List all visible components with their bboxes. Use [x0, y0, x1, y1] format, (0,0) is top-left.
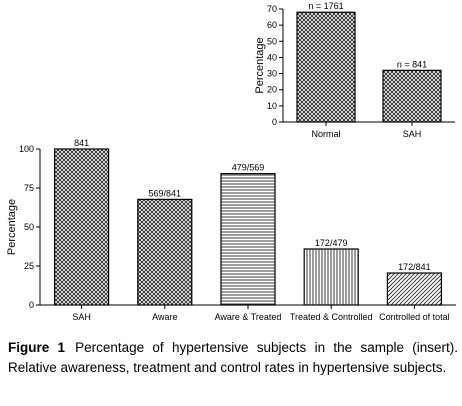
- y-tick-label: 70: [267, 4, 277, 14]
- y-tick-label: 75: [24, 183, 34, 193]
- y-tick-label: 0: [272, 117, 277, 127]
- x-tick-label: SAH: [403, 129, 422, 139]
- figure-caption: Figure 1 Percentage of hypertensive subje…: [8, 338, 458, 378]
- bar-aware: [137, 198, 193, 306]
- y-tick-label: 100: [19, 144, 34, 154]
- inset-chart: 0 10 20 30 40 50 60 70 Percentage n = 1761 Normal n…: [254, 1, 455, 139]
- bar-data-label: 841: [74, 138, 89, 148]
- bar-sah: [382, 69, 442, 123]
- caption-label: Figure 1: [8, 340, 66, 355]
- y-axis-label: Percentage: [6, 199, 18, 255]
- caption-text: Percentage of hypertensive subjects in t…: [8, 340, 459, 375]
- x-tick-label: Normal: [311, 129, 340, 139]
- x-tick-label: Controlled of total: [379, 312, 450, 322]
- y-tick-label: 25: [24, 261, 34, 271]
- bar-sah: [53, 148, 110, 306]
- y-tick-label: 50: [24, 222, 34, 232]
- y-axis-label: Percentage: [254, 37, 266, 93]
- y-tick-label: 20: [267, 85, 277, 95]
- y-tick-label: 60: [267, 20, 277, 30]
- y-tick-label: 40: [267, 52, 277, 62]
- bar-data-label: 172/479: [315, 238, 348, 248]
- main-chart: 0 25 50 75 100 Percentage 841 SAH 569/841 Aware 47…: [6, 138, 456, 322]
- y-tick-label: 30: [267, 69, 277, 79]
- bar-data-label: 569/841: [149, 188, 182, 198]
- bar-treated-controlled: [303, 248, 359, 306]
- y-tick-label: 10: [267, 101, 277, 111]
- bar-data-label: 172/841: [398, 262, 431, 272]
- y-tick-label: 50: [267, 36, 277, 46]
- bar-aware-treated: [220, 173, 276, 306]
- y-tick-label: 0: [29, 300, 34, 310]
- bar-data-label: n = 1761: [308, 1, 343, 11]
- figure-charts: 0 10 20 30 40 50 60 70 Percentage n = 1761 Normal n…: [6, 1, 456, 322]
- x-tick-label: SAH: [72, 312, 91, 322]
- x-tick-label: Aware & Treated: [215, 312, 282, 322]
- x-tick-label: Aware: [152, 312, 177, 322]
- bar-controlled-of-total: [386, 272, 442, 306]
- bar-normal: [296, 11, 356, 123]
- x-tick-label: Treated & Controlled: [290, 312, 373, 322]
- bar-data-label: n = 841: [397, 59, 427, 69]
- bar-data-label: 479/569: [232, 163, 265, 173]
